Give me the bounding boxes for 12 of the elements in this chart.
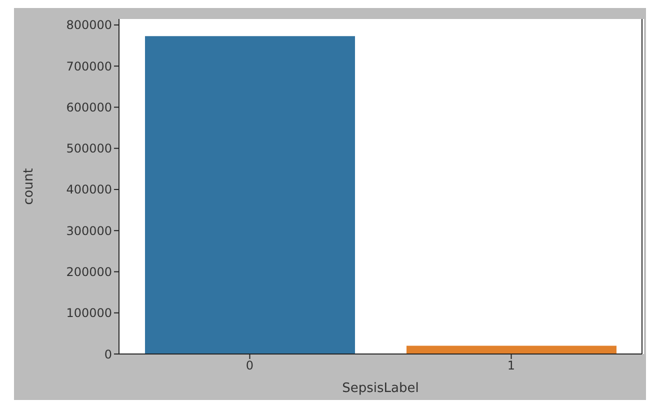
y-tick-label: 600000 [66, 100, 112, 114]
y-tick-label: 500000 [66, 142, 112, 156]
y-axis-title: count [22, 168, 37, 205]
y-tick-label: 700000 [66, 59, 112, 74]
y-tick-label: 100000 [66, 306, 112, 320]
y-tick-label: 800000 [66, 18, 112, 32]
x-axis-title: SepsisLabel [342, 381, 419, 396]
y-tick-label: 0 [104, 347, 112, 362]
y-tick-label: 200000 [66, 265, 112, 279]
y-tick-label: 300000 [66, 224, 112, 238]
x-tick-label: 1 [507, 358, 516, 373]
y-tick-label: 400000 [66, 182, 112, 197]
